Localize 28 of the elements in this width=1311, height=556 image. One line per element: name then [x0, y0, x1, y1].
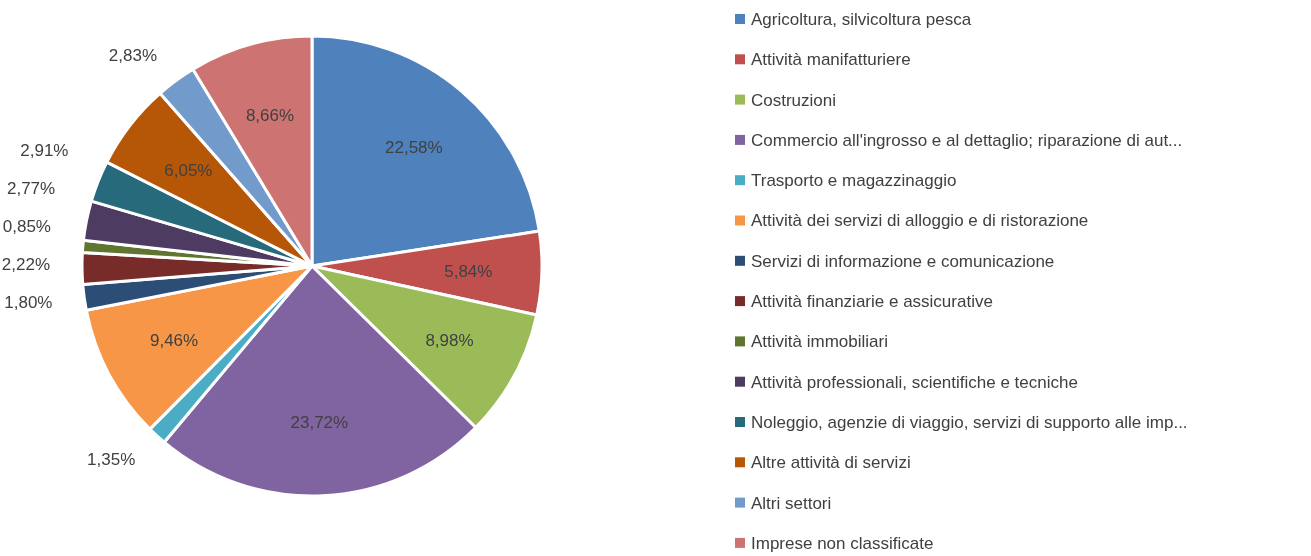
- legend-label: Altri settori: [751, 493, 832, 513]
- legend-label: Attività manifatturiere: [751, 50, 911, 70]
- data-label: 2,77%: [6, 178, 56, 198]
- legend-label: Attività immobiliari: [751, 332, 888, 352]
- legend-label: Attività professionali, scientifiche e tecniche: [751, 372, 1078, 392]
- legend-label: Altre attività di servizi: [751, 453, 911, 473]
- legend-label: Servizi di informazione e comunicazione: [751, 251, 1055, 271]
- legend-label: Commercio all'ingrosso e al dettaglio; riparazione di aut...: [751, 130, 1183, 150]
- legend-label: Noleggio, agenzie di viaggio, servizi di supporto alle imp...: [751, 412, 1188, 432]
- data-label: 2,22%: [1, 254, 51, 274]
- data-label: 9,46%: [149, 330, 199, 350]
- legend-label: Agricoltura, silvicoltura pesca: [751, 9, 972, 29]
- legend-label: Costruzioni: [751, 90, 837, 110]
- data-label: 6,05%: [164, 161, 213, 181]
- data-label: 2,91%: [20, 140, 69, 160]
- data-label: 2,83%: [108, 45, 158, 65]
- legend-label: Attività finanziarie e assicurative: [751, 292, 993, 312]
- data-label: 1,35%: [87, 450, 136, 470]
- data-label: 1,80%: [4, 292, 53, 312]
- data-label: 5,84%: [444, 261, 493, 281]
- data-label: 0,85%: [2, 216, 51, 236]
- data-label: 22,58%: [385, 138, 443, 158]
- legend-label: Imprese non classificate: [751, 533, 934, 553]
- legend-label: Attività dei servizi di alloggio e di ristorazione: [751, 211, 1089, 231]
- data-label: 8,66%: [245, 106, 295, 126]
- legend-label: Trasporto e magazzinaggio: [751, 171, 957, 191]
- data-label: 8,98%: [425, 331, 474, 351]
- data-label: 23,72%: [290, 413, 349, 433]
